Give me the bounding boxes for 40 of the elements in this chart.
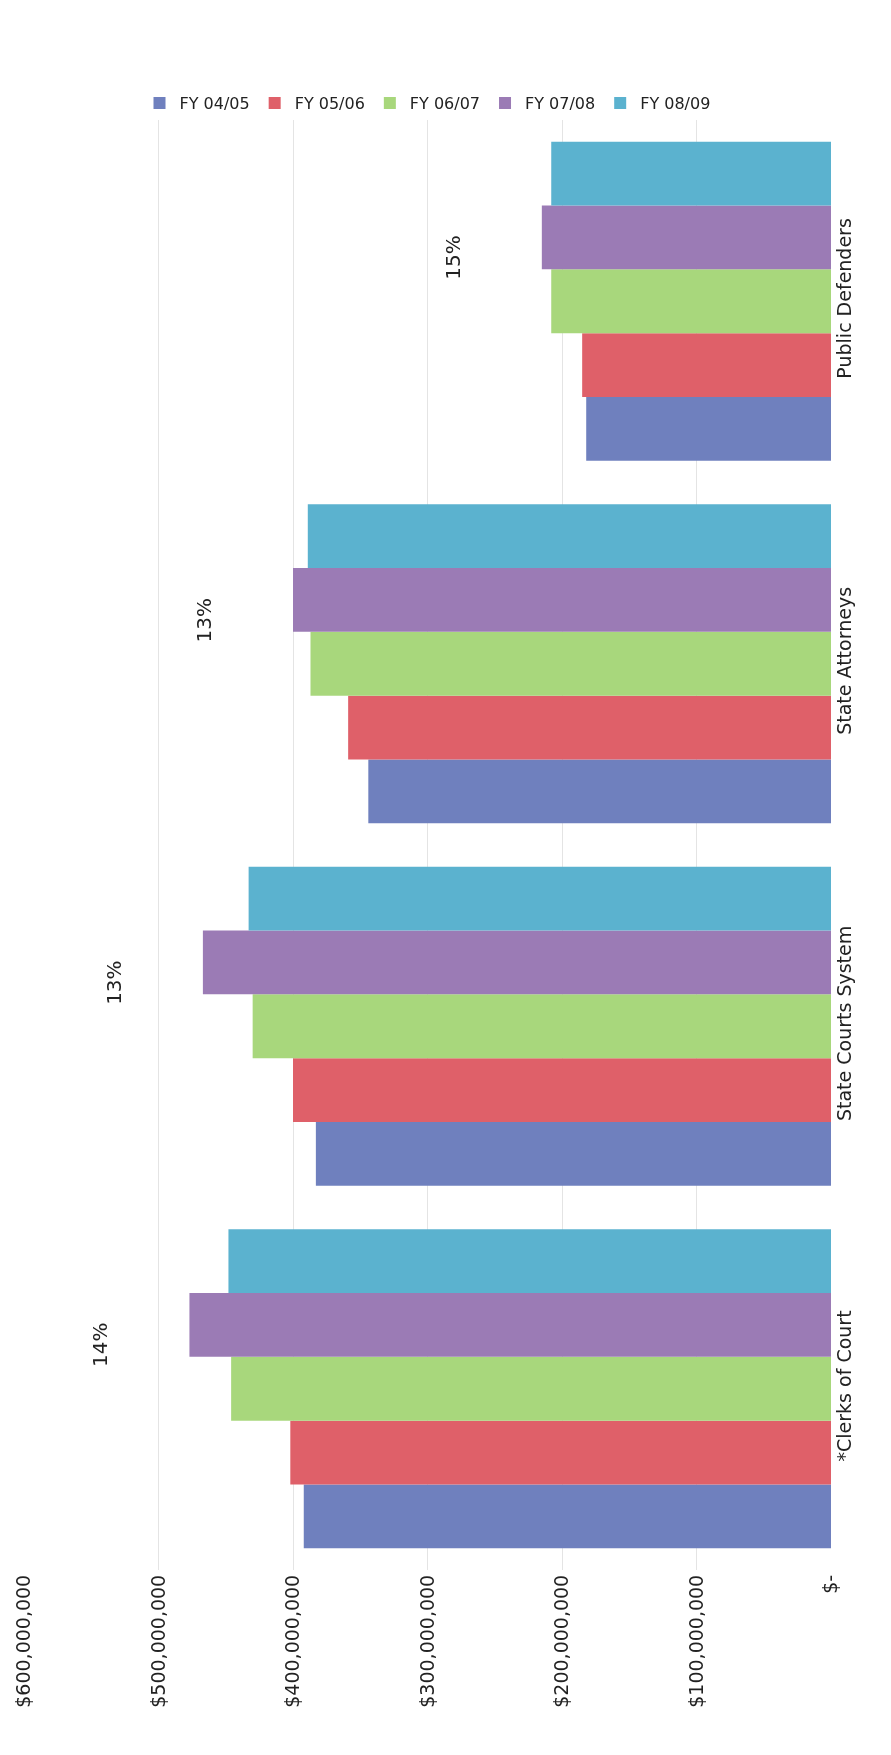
legend-label: FY 06/07: [409, 94, 481, 114]
y-tick-label: State Courts System: [833, 925, 855, 1122]
y-tick-label: Public Defenders: [833, 218, 855, 379]
bar: [348, 695, 831, 760]
bar: [582, 333, 831, 397]
bar: [368, 759, 831, 824]
legend-label: FY 05/06: [294, 94, 365, 114]
legend-label: FY 04/05: [179, 94, 250, 114]
bar: [202, 930, 831, 995]
legend-label: FY 08/09: [640, 94, 711, 114]
bar: [290, 1420, 831, 1485]
x-tick-label: $200,000,000: [550, 1574, 573, 1708]
x-tick-label: $600,000,000: [12, 1574, 35, 1708]
y-tick-label: State Attorneys: [833, 586, 855, 735]
x-tick-label: $400,000,000: [281, 1574, 304, 1708]
bar: [252, 994, 831, 1059]
bar: [293, 568, 831, 632]
annotation: 13%: [191, 598, 216, 643]
bar: [541, 205, 831, 270]
bar: [315, 1121, 831, 1186]
bar: [310, 631, 831, 696]
bar: [189, 1293, 831, 1357]
bar: [228, 1229, 831, 1294]
annotation: 15%: [441, 235, 466, 280]
legend-label: FY 07/08: [525, 94, 596, 114]
x-tick-label: $-: [819, 1574, 842, 1594]
bar: [293, 1058, 831, 1122]
bar: [248, 866, 831, 931]
x-tick-label: $100,000,000: [684, 1574, 707, 1708]
bar: [303, 1484, 831, 1549]
annotation: 13%: [102, 960, 127, 1005]
bar: [586, 396, 831, 461]
x-tick-label: $500,000,000: [146, 1574, 169, 1708]
bar: [231, 1356, 831, 1421]
bar: [307, 504, 831, 569]
bar: [551, 141, 831, 206]
annotation: 14%: [88, 1322, 113, 1367]
y-tick-label: *Clerks of Court: [833, 1310, 855, 1462]
bar: [551, 269, 831, 334]
x-tick-label: $300,000,000: [415, 1574, 438, 1708]
